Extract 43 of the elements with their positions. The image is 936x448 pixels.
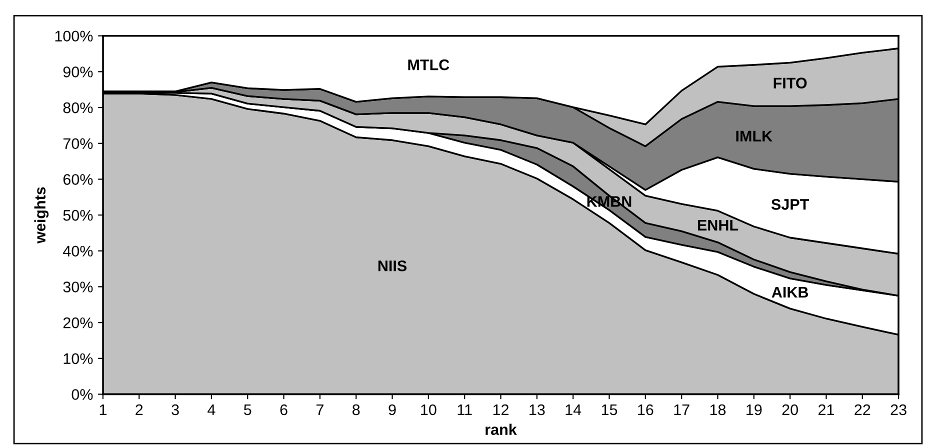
x-tick-label: 2	[136, 404, 143, 416]
x-tick-label: 13	[530, 404, 545, 416]
x-tick-label: 11	[458, 404, 472, 416]
x-tick-label: 4	[208, 404, 216, 416]
x-tick-label: 15	[602, 404, 618, 416]
x-tick-label: 7	[316, 404, 324, 416]
x-tick-label: 6	[280, 404, 288, 416]
x-axis-title: rank	[486, 424, 517, 435]
x-tick-label: 20	[782, 404, 798, 416]
y-tick-label: 50%	[63, 210, 93, 221]
x-tick-label: 17	[674, 404, 690, 416]
y-tick-label: 20%	[63, 317, 93, 328]
x-tick-label: 1	[100, 404, 106, 416]
series-label: IMLK	[736, 130, 772, 142]
series-label: ENHL	[698, 220, 738, 230]
x-tick-label: 10	[421, 404, 436, 416]
x-tick-label: 5	[244, 404, 252, 416]
y-tick-label: 100%	[55, 30, 93, 42]
x-tick-label: 12	[493, 404, 508, 416]
y-tick-label: 0%	[72, 389, 93, 400]
series-label: MTLC	[408, 59, 450, 70]
x-tick-label: 23	[890, 404, 906, 416]
series-label: NIIS	[378, 260, 407, 272]
y-tick-label: 40%	[63, 246, 93, 257]
x-tick-label: 14	[566, 404, 582, 416]
y-axis-title: weights	[34, 187, 49, 244]
series-label: SJPT	[771, 199, 810, 210]
y-tick-label: 10%	[64, 353, 93, 364]
x-tick-label: 19	[746, 404, 762, 416]
x-tick-label: 9	[388, 404, 396, 416]
series-label: AIKB	[772, 286, 808, 298]
y-tick-label: 30%	[63, 282, 93, 292]
x-tick-label: 8	[352, 404, 360, 416]
series-label: FITO	[774, 78, 807, 89]
x-tick-label: 21	[818, 404, 834, 416]
x-tick-label: 3	[172, 404, 179, 416]
y-tick-label: 80%	[63, 102, 93, 114]
y-tick-label: 90%	[63, 66, 93, 78]
x-tick-label: 16	[638, 404, 654, 416]
x-tick-label: 18	[710, 404, 726, 416]
x-tick-label: 22	[854, 404, 870, 416]
y-tick-label: 70%	[63, 138, 93, 150]
y-tick-label: 60%	[63, 174, 93, 185]
